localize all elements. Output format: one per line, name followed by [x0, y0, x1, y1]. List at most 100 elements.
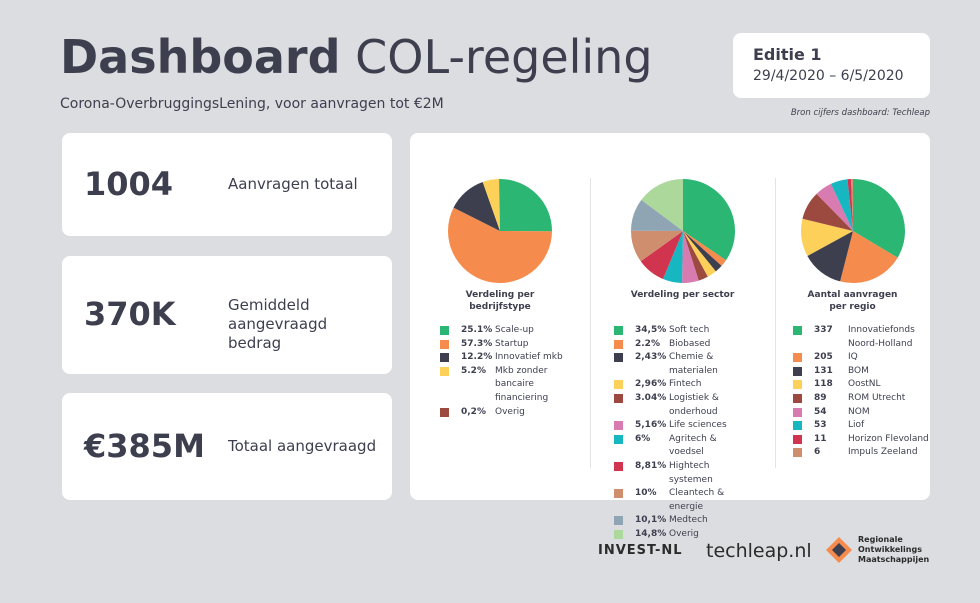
legend-value: 5.2%: [461, 365, 486, 376]
edition: Editie 1: [753, 45, 822, 64]
kpi-card: 1004 Aanvragen totaal: [62, 133, 392, 236]
legend-entry: 8,81% Hightech systemen: [614, 460, 751, 487]
legend: 337 Innovatiefonds Noord-Holland 205 IQ 131 B…: [793, 324, 930, 460]
kpi-card: €385M Totaal aangevraagd: [62, 393, 392, 500]
legend-label: Soft tech: [669, 325, 710, 335]
chart-column: Verdeling per sector 34,5% Soft tech 2.2% Bi…: [590, 133, 775, 539]
pie-slice: [682, 231, 722, 272]
legend-value: 12.2%: [461, 352, 493, 363]
legend-value: 54: [814, 406, 827, 417]
kpi-value: 370K: [84, 295, 176, 333]
pie-slice: [453, 181, 500, 231]
pie-slice: [482, 179, 500, 231]
legend-swatch: [793, 366, 802, 376]
legend-swatch: [440, 407, 449, 417]
kpi-value: €385M: [84, 426, 205, 465]
kpi-label: Totaal aangevraagd: [228, 436, 377, 455]
kpi-card: 370K Gemiddeld aangevraagd bedrag: [62, 256, 392, 374]
title-light: COL-regeling: [355, 30, 653, 84]
chart-title: Aantal aanvragen per regio: [807, 290, 898, 312]
legend-value: 2,96%: [635, 379, 667, 390]
pie-chart: [630, 179, 735, 283]
legend-value: 3.04%: [635, 392, 667, 403]
legend: 34,5% Soft tech 2.2% Biobased 2,43% Chemie & …: [614, 324, 751, 542]
legend-label: Life sciences: [669, 420, 727, 431]
legend-value: 14,8%: [635, 528, 667, 539]
legend-entry: 0,2% Overig: [440, 406, 577, 420]
legend-value: 8,81%: [635, 460, 667, 471]
pie-slice: [500, 179, 552, 232]
legend-swatch: [614, 421, 623, 431]
legend-label: Fintech: [669, 379, 702, 390]
pie-slice: [640, 231, 683, 279]
legend-label: Innovatiefonds Noord-Holland: [848, 325, 915, 349]
legend-swatch: [440, 339, 449, 349]
chart-column: Aantal aanvragen per regio 337 Innovatiefo…: [775, 133, 930, 500]
title: Dashboard COL-regeling: [60, 30, 653, 84]
legend-entry: 11 Horizon Flevoland: [793, 433, 930, 447]
legend-swatch: [793, 353, 802, 363]
legend-value: 25.1%: [461, 325, 493, 335]
legend-label: Cleantech & energie: [669, 488, 725, 512]
pie-slice: [499, 179, 500, 231]
legend-swatch: [793, 434, 802, 444]
pie-slice: [682, 231, 726, 266]
legend-swatch: [793, 448, 802, 458]
legend-label: Scale-up: [495, 325, 534, 335]
legend-value: 10,1%: [635, 515, 667, 526]
legend-swatch: [793, 380, 802, 390]
legend-value: 205: [814, 352, 833, 363]
legend-value: 89: [814, 392, 827, 403]
legend-entry: 337 Innovatiefonds Noord-Holland: [793, 324, 930, 351]
legend-label: Startup: [495, 338, 529, 349]
kpi-label: Aanvragen totaal: [228, 174, 358, 193]
legend-label: Hightech systemen: [669, 460, 713, 485]
legend-label: IQ: [848, 352, 858, 363]
pie-slice: [662, 231, 683, 283]
chart-panel: Verdeling per bedrijfstype 25.1% Scale-up 5…: [410, 133, 930, 539]
pie-slice: [830, 179, 853, 231]
legend-label: Agritech & voedsel: [669, 433, 717, 458]
legend-value: 34,5%: [635, 325, 667, 335]
legend-value: 2.2%: [635, 338, 660, 349]
legend-swatch: [614, 339, 623, 349]
chart-title: Verdeling per sector: [630, 290, 735, 300]
legend-value: 57.3%: [461, 338, 493, 349]
legend-value: 6: [814, 447, 821, 458]
legend-label: Medtech: [669, 515, 708, 526]
legend-entry: 131 BOM: [793, 365, 930, 379]
chart-title: Verdeling per bedrijfstype: [465, 290, 535, 312]
legend-value: 2,43%: [635, 352, 667, 363]
kpi-value: 1004: [84, 164, 174, 203]
pie-chart: [448, 179, 552, 283]
pie-slice: [816, 183, 853, 231]
legend-value: 131: [814, 365, 833, 376]
legend-swatch: [614, 380, 623, 390]
legend-entry: 2,96% Fintech: [614, 378, 751, 392]
legend-value: 118: [814, 379, 833, 390]
source: Bron cijfers dashboard: Techleap: [790, 108, 930, 118]
divider: [775, 178, 776, 468]
legend-entry: 10% Cleantech & energie: [614, 487, 751, 514]
legend: 25.1% Scale-up 57.3% Startup 12.2% Innovatief…: [440, 324, 577, 419]
pie-slice: [801, 193, 853, 231]
legend-entry: 6 Impuls Zeeland: [793, 446, 930, 460]
legend-entry: 5.2% Mkb zonder bancaire financiering: [440, 365, 577, 406]
legend-entry: 34,5% Soft tech: [614, 324, 751, 338]
legend-label: Chemie & materialen: [669, 352, 718, 376]
kpi-label: Gemiddeld aangevraagd bedrag: [228, 296, 328, 352]
legend-label: Mkb zonder bancaire financiering: [495, 365, 549, 403]
legend-label: ROM Utrecht: [848, 392, 906, 403]
pie-slice: [640, 179, 683, 231]
legend-entry: 118 OostNL: [793, 378, 930, 392]
pie-slice: [850, 179, 853, 231]
legend-entry: 3.04% Logistiek & onderhoud: [614, 392, 751, 419]
pie-slice: [681, 231, 699, 283]
legend-label: NOM: [848, 406, 870, 417]
pie-slice: [806, 231, 853, 282]
subtitle: Corona-OverbruggingsLening, voor aanvrag…: [60, 96, 444, 112]
legend-swatch: [793, 407, 802, 417]
logo-investnl: INVEST-NL: [598, 543, 683, 558]
legend-entry: 2.2% Biobased: [614, 338, 751, 352]
